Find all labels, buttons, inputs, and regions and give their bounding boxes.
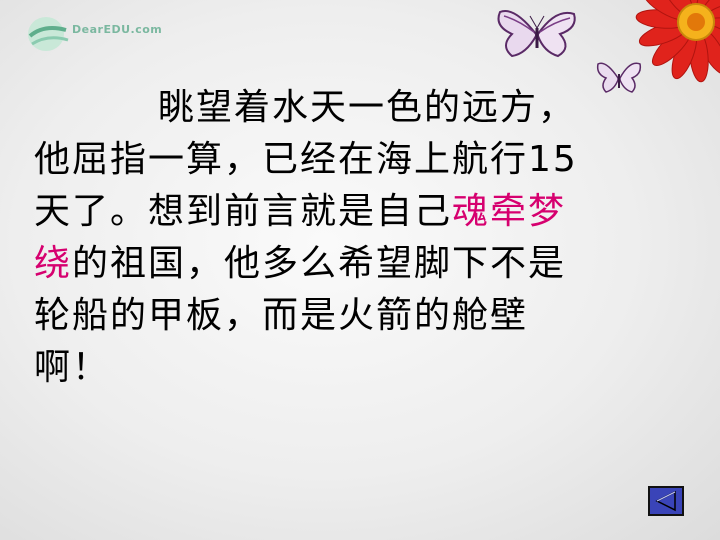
text-line-2: 他屈指一算，已经在海上航行15 bbox=[34, 139, 578, 180]
paragraph: 眺望着水天一色的远方， 他屈指一算，已经在海上航行15 天了。想到前言就是自己魂… bbox=[34, 82, 674, 394]
site-logo: DearEDU.com bbox=[26, 14, 166, 56]
logo-swoosh-icon bbox=[28, 17, 69, 51]
logo-text: DearEDU.com bbox=[72, 23, 163, 36]
text-line-3: 天了。想到前言就是自己魂牵梦 bbox=[34, 186, 674, 238]
back-triangle-icon bbox=[655, 490, 676, 512]
text-line-3-plain: 天了。想到前言就是自己 bbox=[34, 191, 453, 232]
text-line-1: 眺望着水天一色的远方， bbox=[158, 87, 577, 128]
highlighted-phrase-part-1: 魂牵梦 bbox=[452, 191, 567, 232]
butterfly-icon bbox=[497, 10, 576, 58]
red-flower-icon bbox=[635, 0, 720, 83]
text-line-4-plain: 的祖国，他多么希望脚下不是 bbox=[72, 243, 567, 284]
text-line-4: 绕的祖国，他多么希望脚下不是 bbox=[34, 238, 674, 290]
text-line-6: 啊！ bbox=[34, 347, 111, 388]
text-line-5: 轮船的甲板，而是火箭的舱壁 bbox=[34, 295, 529, 336]
back-button[interactable] bbox=[648, 486, 684, 516]
highlighted-phrase-part-2: 绕 bbox=[34, 243, 73, 284]
small-butterfly-icon bbox=[596, 62, 642, 93]
